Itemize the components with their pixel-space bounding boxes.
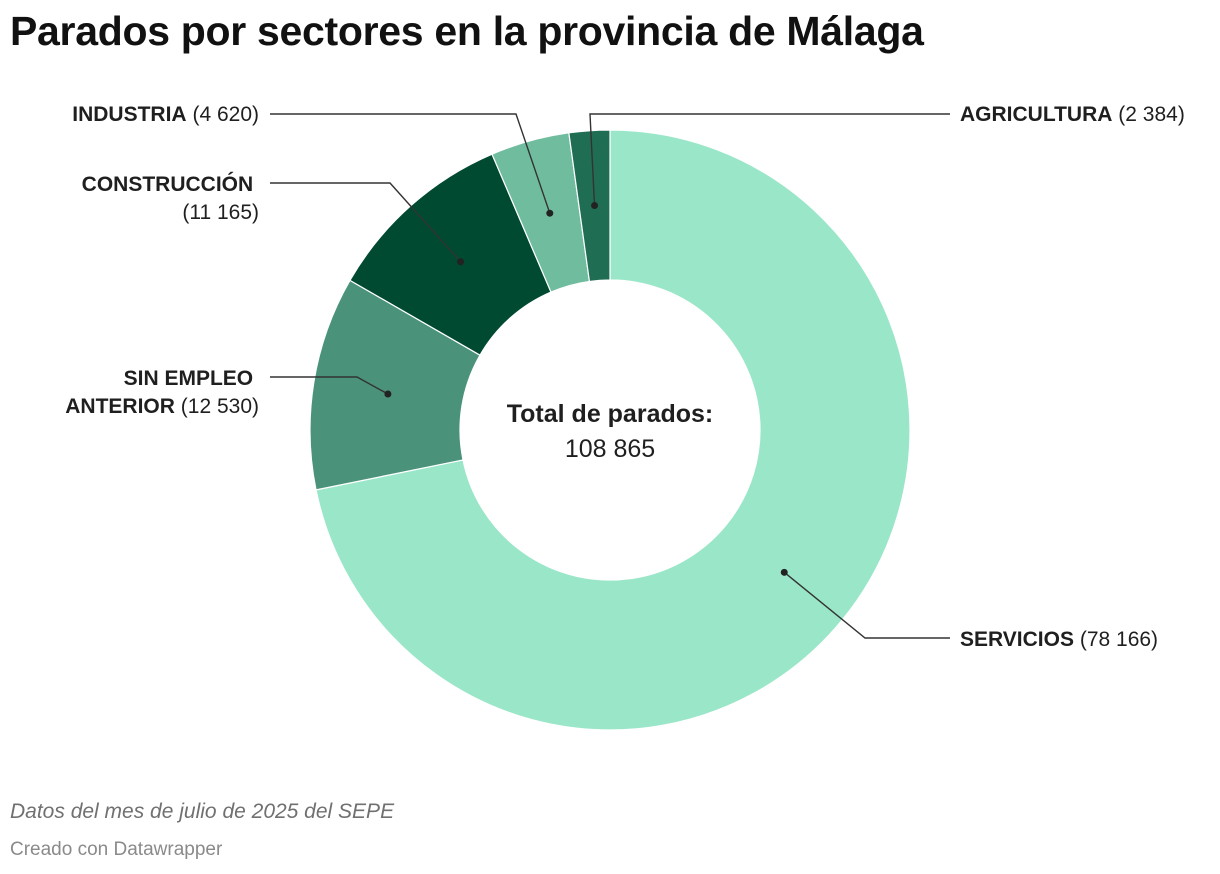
leader-dot-sin-empleo-anterior	[384, 390, 392, 398]
leader-line-sin-empleo-anterior	[270, 376, 389, 395]
label-industria-name: INDUSTRIA	[72, 103, 186, 126]
label-sin-empleo-name-1: SIN EMPLEO	[124, 367, 254, 390]
leader-line-industria	[270, 113, 551, 214]
leader-line-construcción	[270, 182, 462, 263]
label-servicios: SERVICIOS (78 166)	[960, 628, 1158, 651]
center-value: 108 865	[565, 435, 655, 463]
label-construccion-value: (11 165)	[182, 201, 259, 224]
center-label: Total de parados:	[507, 400, 714, 428]
leader-dot-construcción	[457, 258, 465, 266]
leader-dot-agricultura	[591, 202, 599, 210]
leader-dot-servicios	[780, 568, 788, 576]
credit: Creado con Datawrapper	[10, 839, 223, 860]
label-agricultura: AGRICULTURA (2 384)	[960, 103, 1185, 126]
leader-line-servicios	[783, 571, 950, 639]
leader-dot-industria	[546, 209, 554, 217]
slice-servicios	[315, 129, 911, 731]
slice-sin-empleo-anterior	[309, 279, 481, 491]
label-construccion: CONSTRUCCIÓN (11 165)	[82, 172, 259, 224]
label-sin-empleo: SIN EMPLEO ANTERIOR (12 530)	[65, 367, 259, 418]
label-agricultura-name: AGRICULTURA	[960, 103, 1112, 126]
label-sin-empleo-name-2: ANTERIOR	[65, 395, 175, 418]
label-servicios-value: (78 166)	[1080, 628, 1158, 651]
source-note: Datos del mes de julio de 2025 del SEPE	[10, 800, 395, 823]
leader-line-agricultura	[589, 113, 950, 206]
label-industria: INDUSTRIA (4 620)	[72, 103, 259, 126]
label-agricultura-value: (2 384)	[1118, 103, 1185, 126]
label-servicios-name: SERVICIOS	[960, 628, 1074, 651]
chart-title: Parados por sectores en la provincia de …	[10, 8, 924, 54]
label-industria-value: (4 620)	[192, 103, 259, 126]
label-sin-empleo-value: (12 530)	[181, 395, 259, 418]
slice-agricultura	[568, 129, 611, 283]
label-construccion-name: CONSTRUCCIÓN	[82, 172, 254, 196]
